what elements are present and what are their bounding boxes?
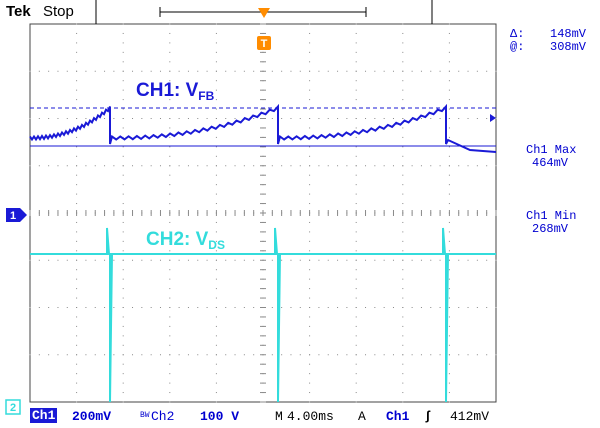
status-bar: Tek Stop — [0, 0, 600, 24]
timebase-tag: M — [275, 409, 283, 424]
trigger-marker-label: T — [261, 38, 268, 50]
cursor-at-value: 308mV — [550, 40, 587, 54]
measurement-label: Ch1 Max — [526, 143, 577, 157]
settings-bar: Ch1 200mV BW Ch2 100 V M 4.00ms A Ch1 ʃ … — [0, 405, 600, 428]
ch2-signal-label: CH2: VDS — [146, 229, 225, 252]
ch2-waveform — [30, 227, 496, 403]
measurement-value: 464mV — [532, 156, 569, 170]
trigger-position-marker[interactable]: T — [257, 8, 271, 50]
ch2-ground-marker[interactable]: 2 — [5, 399, 21, 415]
measurement-label: Ch1 Min — [526, 209, 577, 223]
measurement-value: 268mV — [532, 222, 569, 236]
ch1-marker-label: 1 — [10, 210, 16, 222]
ch2-marker-label: 2 — [10, 402, 16, 414]
bandwidth-limit-badge: BW — [140, 411, 150, 420]
trigger-level[interactable]: 412mV — [450, 409, 490, 424]
ch1-waveform — [29, 103, 497, 153]
timebase-value[interactable]: 4.00ms — [287, 409, 334, 424]
trigger-mode[interactable]: A — [358, 409, 366, 424]
trigger-level-indicator-icon — [490, 114, 496, 122]
ch1-scale[interactable]: 200mV — [72, 409, 112, 424]
ch1-signal-label: CH1: VFB — [136, 80, 215, 103]
trigger-slope-icon[interactable]: ʃ — [424, 409, 432, 424]
cursor-at-label: @: — [510, 40, 525, 54]
cursor-delta-value: 148mV — [550, 27, 587, 41]
readout-panel: Δ: 148mV @: 308mV Ch1 Max 464mV Ch1 Min … — [506, 0, 600, 428]
ch2-scale[interactable]: 100 V — [200, 409, 240, 424]
trigger-source[interactable]: Ch1 — [386, 409, 410, 424]
acquisition-status: Stop — [43, 3, 74, 20]
ch2-tag[interactable]: Ch2 — [151, 409, 175, 424]
brand-logo: Tek — [6, 3, 31, 20]
cursor-delta-label: Δ: — [510, 27, 525, 41]
ch1-tag[interactable]: Ch1 — [30, 408, 58, 423]
ch1-ground-marker[interactable]: 1 — [6, 208, 27, 222]
graticule-grid — [29, 23, 497, 403]
